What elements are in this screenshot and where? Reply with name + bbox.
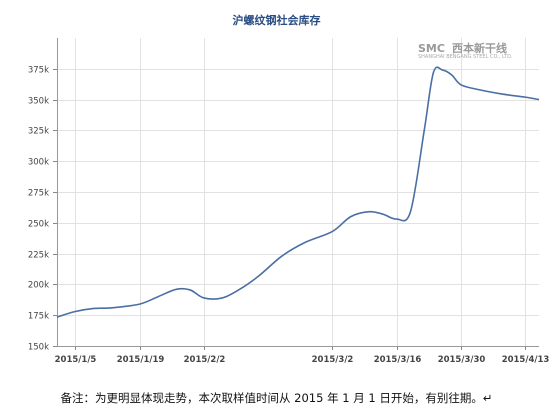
watermark-logo: SMC 西本新干线 SHANGHAI BENGANG STEEL CO., LT…: [418, 41, 513, 60]
y-tick-label: 225k: [28, 251, 49, 261]
footnote: 备注：为更明显体现走势，本次取样值时间从 2015 年 1 月 1 日开始，有别…: [60, 391, 493, 405]
y-axis-ticks: 150k 175k 200k 225k 250k 275k 300k 325k 350k 375k: [28, 66, 49, 353]
x-tick-label: 2015/2/2: [184, 355, 226, 365]
y-tick-label: 175k: [28, 312, 49, 322]
x-tick-label: 2015/4/13: [502, 355, 550, 365]
y-tick-label: 300k: [28, 158, 49, 168]
y-tick-label: 325k: [28, 127, 49, 137]
y-tick-label: 275k: [28, 189, 49, 199]
x-tick-label: 2015/3/2: [312, 355, 354, 365]
x-tick-label: 2015/3/30: [438, 355, 486, 365]
grid-lines: [57, 38, 539, 347]
x-tick-label: 2015/1/19: [117, 355, 165, 365]
series-line: [56, 66, 540, 318]
x-tick-label: 2015/1/5: [55, 355, 97, 365]
x-axis-ticks: 2015/1/5 2015/1/19 2015/2/2 2015/3/2 2015/3/…: [55, 355, 550, 365]
y-tick-label: 250k: [28, 220, 49, 230]
series-path: [56, 66, 540, 318]
chart-title: 沪螺纹钢社会库存: [232, 14, 321, 27]
y-tick-label: 200k: [28, 281, 49, 291]
y-tick-label: 150k: [28, 343, 49, 353]
watermark-subtitle: SHANGHAI BENGANG STEEL CO., LTD.: [418, 54, 513, 60]
x-tick-label: 2015/3/16: [374, 355, 422, 365]
y-tick-label: 375k: [28, 66, 49, 76]
axes: [53, 38, 539, 350]
watermark-text: 西本新干线: [452, 41, 507, 55]
watermark-brand: SMC: [418, 42, 445, 55]
y-tick-label: 350k: [28, 97, 49, 107]
